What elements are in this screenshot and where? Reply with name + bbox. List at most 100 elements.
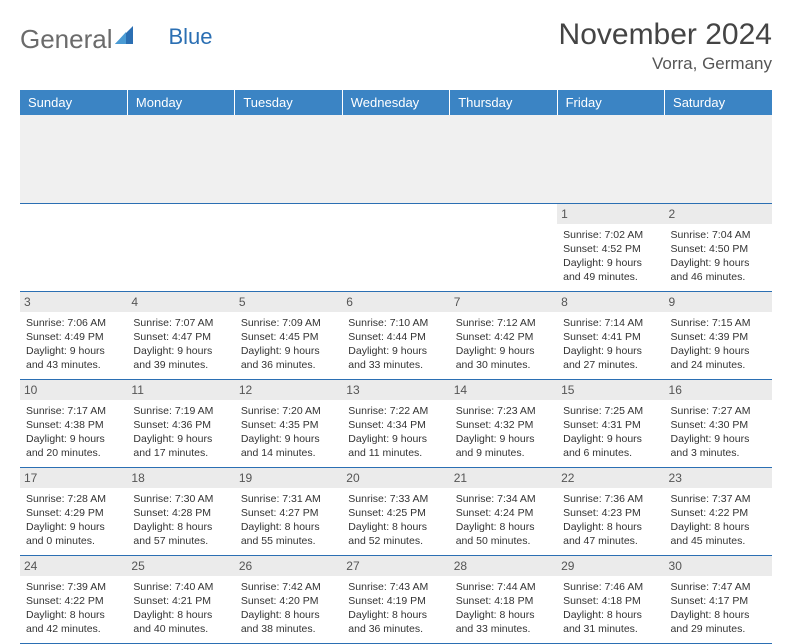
calendar-day-cell: 12Sunrise: 7:20 AMSunset: 4:35 PMDayligh… — [235, 379, 342, 467]
month-title: November 2024 — [559, 18, 772, 52]
sunrise-text: Sunrise: 7:36 AM — [563, 492, 658, 506]
day-number: 6 — [342, 292, 449, 312]
sunset-text: Sunset: 4:47 PM — [133, 330, 228, 344]
calendar-day-cell: 18Sunrise: 7:30 AMSunset: 4:28 PMDayligh… — [127, 467, 234, 555]
sunrise-text: Sunrise: 7:23 AM — [456, 404, 551, 418]
calendar-day-cell: 8Sunrise: 7:14 AMSunset: 4:41 PMDaylight… — [557, 291, 664, 379]
sunrise-text: Sunrise: 7:20 AM — [241, 404, 336, 418]
sunrise-text: Sunrise: 7:09 AM — [241, 316, 336, 330]
calendar-day-cell: 28Sunrise: 7:44 AMSunset: 4:18 PMDayligh… — [450, 555, 557, 643]
calendar-day-cell: 22Sunrise: 7:36 AMSunset: 4:23 PMDayligh… — [557, 467, 664, 555]
day-number: 26 — [235, 556, 342, 576]
calendar-day-cell: 3Sunrise: 7:06 AMSunset: 4:49 PMDaylight… — [20, 291, 127, 379]
calendar-week-row: 10Sunrise: 7:17 AMSunset: 4:38 PMDayligh… — [20, 379, 772, 467]
daylight-text: Daylight: 8 hours and 45 minutes. — [671, 520, 766, 548]
logo-sail-icon — [115, 22, 137, 53]
day-number: 5 — [235, 292, 342, 312]
daylight-text: Daylight: 8 hours and 36 minutes. — [348, 608, 443, 636]
daylight-text: Daylight: 9 hours and 11 minutes. — [348, 432, 443, 460]
calendar-day-cell: 5Sunrise: 7:09 AMSunset: 4:45 PMDaylight… — [235, 291, 342, 379]
daylight-text: Daylight: 9 hours and 30 minutes. — [456, 344, 551, 372]
logo: General Blue — [20, 18, 213, 55]
daylight-text: Daylight: 9 hours and 9 minutes. — [456, 432, 551, 460]
day-number: 8 — [557, 292, 664, 312]
calendar-header-row: SundayMondayTuesdayWednesdayThursdayFrid… — [20, 90, 772, 115]
calendar-day-cell: 2Sunrise: 7:04 AMSunset: 4:50 PMDaylight… — [665, 203, 772, 291]
day-number: 7 — [450, 292, 557, 312]
sunset-text: Sunset: 4:50 PM — [671, 242, 766, 256]
logo-text-general: General — [20, 24, 113, 55]
sunrise-text: Sunrise: 7:40 AM — [133, 580, 228, 594]
day-number: 12 — [235, 380, 342, 400]
sunset-text: Sunset: 4:49 PM — [26, 330, 121, 344]
calendar-day-cell: 15 Sunrise: 7:25 AMSunset: 4:31 PMDayligh… — [557, 379, 664, 467]
calendar-day-cell: 14Sunrise: 7:23 AMSunset: 4:32 PMDayligh… — [450, 379, 557, 467]
calendar-day-cell: 30Sunrise: 7:47 AMSunset: 4:17 PMDayligh… — [665, 555, 772, 643]
day-number: 13 — [342, 380, 449, 400]
calendar-body: 1Sunrise: 7:02 AMSunset: 4:52 PMDaylight… — [20, 115, 772, 643]
calendar-day-cell: 26Sunrise: 7:42 AMSunset: 4:20 PMDayligh… — [235, 555, 342, 643]
sunset-text: Sunset: 4:35 PM — [241, 418, 336, 432]
location-label: Vorra, Germany — [559, 54, 772, 74]
calendar-day-cell — [235, 203, 342, 291]
day-number: 4 — [127, 292, 234, 312]
sunset-text: Sunset: 4:19 PM — [348, 594, 443, 608]
day-number: 18 — [127, 468, 234, 488]
calendar-day-cell — [450, 203, 557, 291]
sunrise-text: Sunrise: 7:43 AM — [348, 580, 443, 594]
calendar-day-cell: 6 Sunrise: 7:10 AMSunset: 4:44 PMDaylight… — [342, 291, 449, 379]
sunrise-text: Sunrise: 7:27 AM — [671, 404, 766, 418]
daylight-text: Daylight: 8 hours and 57 minutes. — [133, 520, 228, 548]
sunset-text: Sunset: 4:24 PM — [456, 506, 551, 520]
daylight-text: Daylight: 8 hours and 47 minutes. — [563, 520, 658, 548]
weekday-header: Thursday — [450, 90, 557, 115]
calendar-day-cell: 1Sunrise: 7:02 AMSunset: 4:52 PMDaylight… — [557, 203, 664, 291]
calendar-day-cell — [127, 203, 234, 291]
day-number: 22 — [557, 468, 664, 488]
sunset-text: Sunset: 4:17 PM — [671, 594, 766, 608]
daylight-text: Daylight: 9 hours and 33 minutes. — [348, 344, 443, 372]
sunset-text: Sunset: 4:44 PM — [348, 330, 443, 344]
title-block: November 2024 Vorra, Germany — [559, 18, 772, 74]
sunset-text: Sunset: 4:42 PM — [456, 330, 551, 344]
calendar-week-row: 1Sunrise: 7:02 AMSunset: 4:52 PMDaylight… — [20, 203, 772, 291]
sunrise-text: Sunrise: 7:25 AM — [563, 404, 658, 418]
sunset-text: Sunset: 4:31 PM — [563, 418, 658, 432]
sunrise-text: Sunrise: 7:47 AM — [671, 580, 766, 594]
daylight-text: Daylight: 9 hours and 36 minutes. — [241, 344, 336, 372]
weekday-header: Friday — [557, 90, 664, 115]
day-number: 1 — [557, 204, 664, 224]
weekday-header: Wednesday — [342, 90, 449, 115]
day-number: 17 — [20, 468, 127, 488]
sunset-text: Sunset: 4:52 PM — [563, 242, 658, 256]
day-number: 15 — [557, 380, 664, 400]
calendar-week-row: 3Sunrise: 7:06 AMSunset: 4:49 PMDaylight… — [20, 291, 772, 379]
calendar-day-cell: 10Sunrise: 7:17 AMSunset: 4:38 PMDayligh… — [20, 379, 127, 467]
calendar-day-cell: 11Sunrise: 7:19 AMSunset: 4:36 PMDayligh… — [127, 379, 234, 467]
sunrise-text: Sunrise: 7:14 AM — [563, 316, 658, 330]
logo-text-blue: Blue — [169, 24, 213, 50]
calendar-day-cell: 21Sunrise: 7:34 AMSunset: 4:24 PMDayligh… — [450, 467, 557, 555]
calendar-week-row: 17Sunrise: 7:28 AMSunset: 4:29 PMDayligh… — [20, 467, 772, 555]
calendar-day-cell: 24Sunrise: 7:39 AMSunset: 4:22 PMDayligh… — [20, 555, 127, 643]
calendar-day-cell: 13 Sunrise: 7:22 AMSunset: 4:34 PMDayligh… — [342, 379, 449, 467]
sunrise-text: Sunrise: 7:10 AM — [348, 316, 443, 330]
sunrise-text: Sunrise: 7:22 AM — [348, 404, 443, 418]
calendar-day-cell: 27Sunrise: 7:43 AMSunset: 4:19 PMDayligh… — [342, 555, 449, 643]
day-number: 16 — [665, 380, 772, 400]
day-number: 11 — [127, 380, 234, 400]
weekday-header: Saturday — [665, 90, 772, 115]
day-number: 25 — [127, 556, 234, 576]
sunset-text: Sunset: 4:30 PM — [671, 418, 766, 432]
calendar-day-cell — [342, 203, 449, 291]
daylight-text: Daylight: 9 hours and 6 minutes. — [563, 432, 658, 460]
sunrise-text: Sunrise: 7:07 AM — [133, 316, 228, 330]
day-number: 19 — [235, 468, 342, 488]
sunset-text: Sunset: 4:34 PM — [348, 418, 443, 432]
calendar-day-cell: 29Sunrise: 7:46 AMSunset: 4:18 PMDayligh… — [557, 555, 664, 643]
daylight-text: Daylight: 9 hours and 43 minutes. — [26, 344, 121, 372]
daylight-text: Daylight: 9 hours and 49 minutes. — [563, 256, 658, 284]
daylight-text: Daylight: 8 hours and 29 minutes. — [671, 608, 766, 636]
daylight-text: Daylight: 8 hours and 55 minutes. — [241, 520, 336, 548]
daylight-text: Daylight: 9 hours and 17 minutes. — [133, 432, 228, 460]
